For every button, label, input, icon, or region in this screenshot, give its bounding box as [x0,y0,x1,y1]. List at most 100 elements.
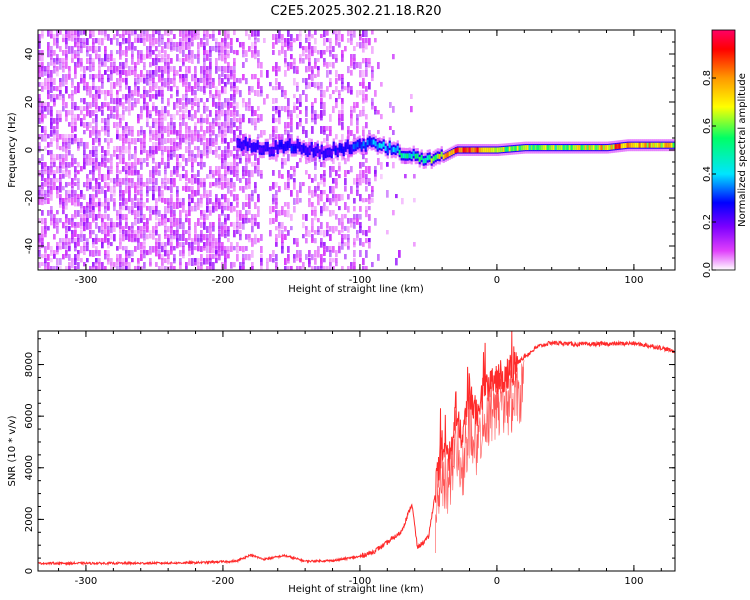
noise-cell [164,66,167,74]
noise-cell [86,218,89,223]
noise-cell [224,122,227,128]
noise-cell [149,94,152,102]
noise-cell [125,122,128,129]
noise-cell [44,222,47,230]
noise-cell [242,50,245,58]
noise-cell [116,162,119,167]
noise-cell [359,110,362,117]
noise-cell [194,246,197,251]
noise-cell [125,138,128,144]
noise-cell [107,138,110,146]
noise-cell [242,114,245,119]
noise-cell [95,134,98,139]
noise-cell [167,82,170,89]
noise-cell [176,234,179,241]
noise-cell [248,254,251,261]
noise-cell [62,106,65,112]
noise-cell [161,90,164,97]
noise-cell [146,206,149,211]
noise-cell [59,198,62,205]
track-core [424,158,427,164]
noise-cell [50,258,53,263]
noise-cell [287,154,290,162]
y-tick-label: 4000 [24,455,35,480]
track-core [380,143,383,149]
track-core [520,145,523,151]
colorbar-ticks: 0.00.20.40.60.8 [702,70,716,278]
noise-cell [176,190,179,197]
noise-cell [56,226,59,234]
track-core [650,142,653,148]
noise-cell [209,138,212,146]
noise-cell [236,38,239,43]
noise-cell [353,106,356,113]
noise-cell [65,54,68,60]
noise-cell [368,130,371,135]
noise-cell [98,38,101,46]
noise-cell [371,74,374,82]
noise-cell [173,122,176,129]
track-core [454,148,457,154]
noise-cell [233,50,236,55]
track-core [558,145,561,151]
noise-cell [143,30,146,37]
noise-cell [215,94,218,99]
noise-cell [104,254,107,260]
noise-cell [107,150,110,156]
noise-cell [113,58,116,63]
noise-cell [218,30,221,36]
noise-cell [53,130,56,136]
noise-cell [77,242,80,247]
noise-cell [326,70,329,78]
noise-cell [359,250,362,258]
noise-cell [353,54,356,61]
track-core [338,145,341,151]
noise-cell [146,30,149,37]
noise-cell [92,30,95,37]
track-core [544,145,547,151]
noise-cell [143,246,146,254]
noise-cell [185,214,188,219]
noise-cell [224,154,227,161]
noise-cell [197,154,200,159]
noise-cell [167,146,170,152]
noise-cell [341,54,344,62]
noise-cell [107,78,110,83]
noise-cell [248,154,251,162]
noise-cell [296,114,299,119]
noise-cell [116,94,119,101]
track-core [592,145,595,151]
noise-cell [248,182,251,189]
noise-cell [221,90,224,95]
track-core [428,154,431,160]
noise-cell [254,186,257,194]
noise-cell [212,150,215,155]
noise-cell [71,90,74,96]
noise-cell [68,238,71,244]
noise-cell [86,154,89,159]
noise-cell [317,194,320,200]
noise-cell [191,102,194,108]
noise-cell [146,70,149,76]
noise-cell [188,142,191,150]
noise-cell [182,138,185,143]
noise-cell [62,134,65,142]
noise-cell [104,234,107,240]
noise-cell [239,246,242,252]
noise-cell [140,106,143,114]
noise-cell [92,162,95,168]
noise-cell [197,102,200,107]
noise-cell [80,62,83,68]
noise-cell [92,66,95,72]
noise-cell [296,82,299,88]
noise-cell [74,118,77,125]
noise-cell [290,134,293,141]
noise-cell [80,218,83,226]
noise-cell [194,54,197,59]
noise-cell [77,106,80,111]
track-core [372,139,375,145]
noise-cell [59,58,62,63]
noise-cell [224,178,227,186]
noise-cell [356,126,359,134]
noise-cell [38,114,41,120]
